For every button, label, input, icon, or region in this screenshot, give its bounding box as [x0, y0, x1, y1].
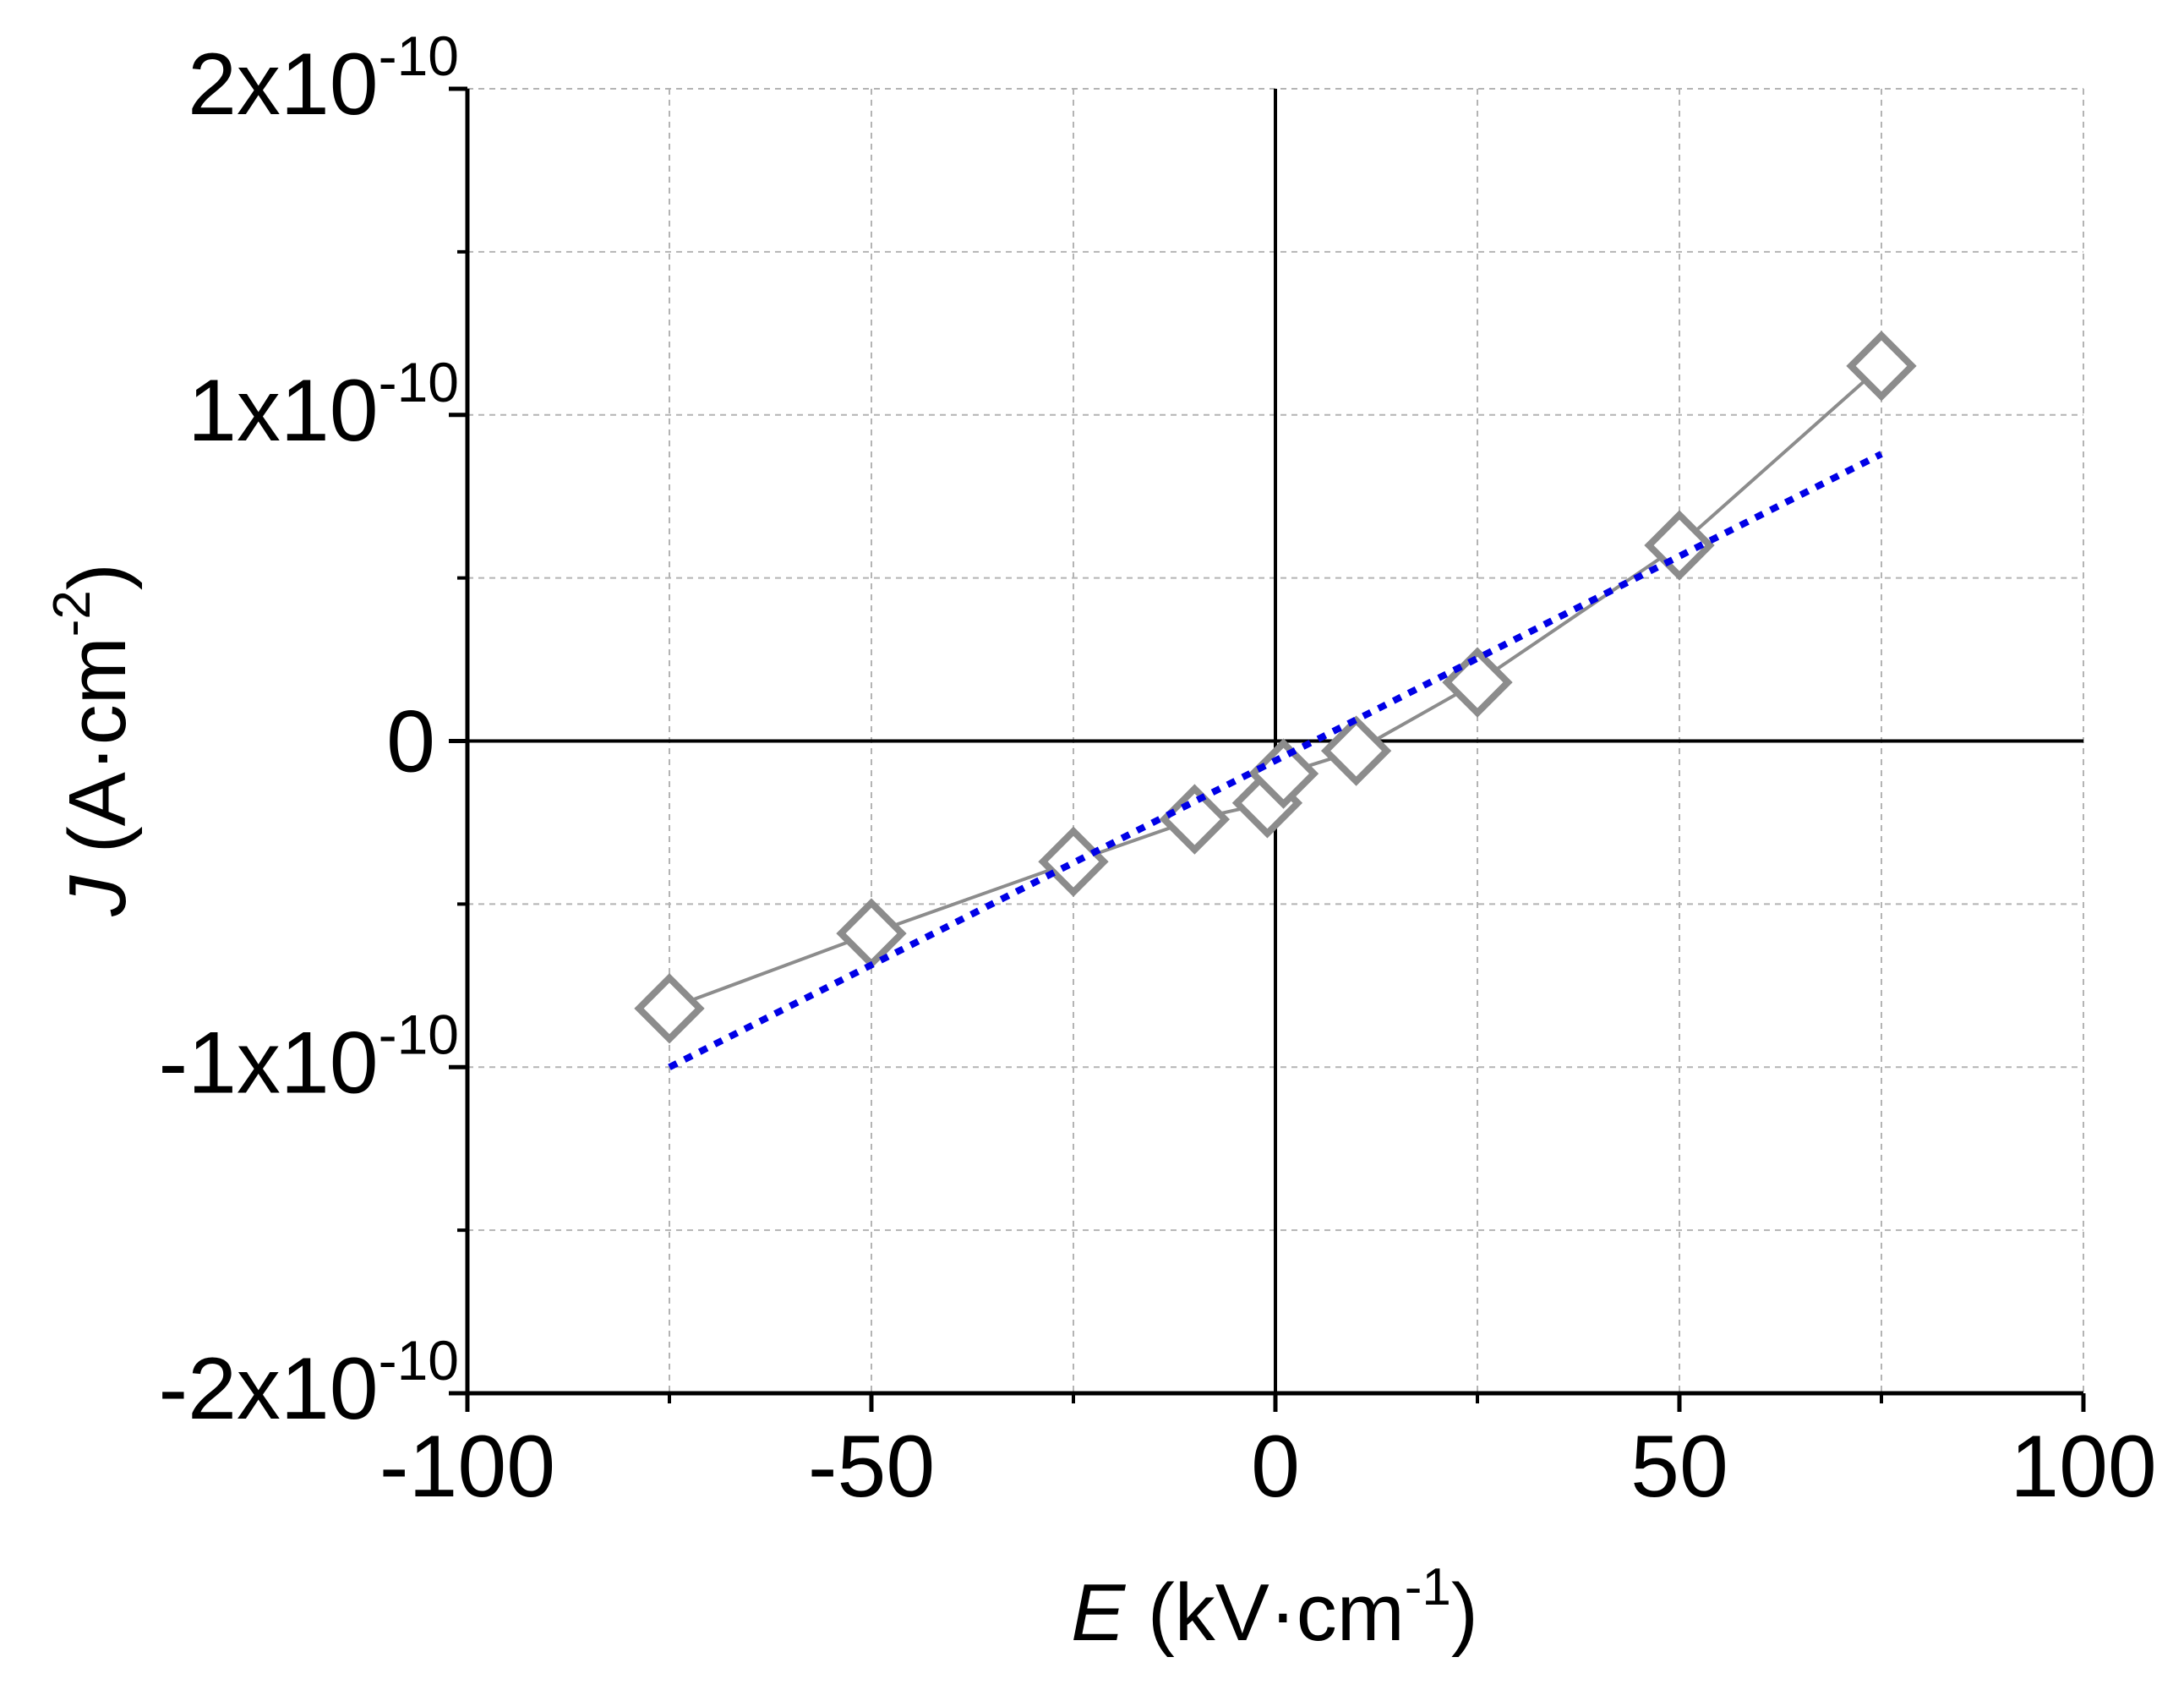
zero-lines [467, 89, 2083, 1393]
tick-labels: -100 -50 0 50 1002x10-101x10-100-1x10-10-2x1… [158, 25, 2156, 1516]
y-tick-exponent: -10 [379, 1003, 459, 1065]
y-axis-title: J (A·cm-2) [43, 563, 143, 917]
data-point [1159, 784, 1231, 855]
x-tick-label: 50 [1630, 1418, 1728, 1516]
fit-line [668, 451, 1883, 1070]
x-tick-label: 0 [1251, 1418, 1300, 1516]
axes [449, 86, 2086, 1412]
series-layer [634, 331, 1917, 1070]
y-tick-label: 2x10-10 [188, 25, 459, 134]
y-tick-label: 0 [386, 693, 435, 791]
x-tick-label: -100 [379, 1418, 555, 1516]
data-point [1038, 826, 1109, 897]
y-tick-label: -2x10-10 [158, 1329, 459, 1438]
x-tick-label: 100 [2010, 1418, 2157, 1516]
y-axis-unit: (A·cm [52, 637, 143, 876]
y-tick-exponent: -10 [379, 1329, 459, 1392]
y-tick-exponent: -10 [379, 25, 459, 87]
y-axis-unit-close: ) [52, 563, 143, 590]
y-axis-unit-exp: -2 [43, 590, 101, 637]
data-point [836, 898, 907, 969]
y-tick-exponent: -10 [379, 351, 459, 413]
y-tick-mantissa: 1x10 [188, 362, 379, 460]
y-tick-label: 1x10-10 [188, 351, 459, 460]
data-point [1320, 715, 1392, 786]
x-tick-label: -50 [808, 1418, 935, 1516]
y-axis-symbol: J [52, 875, 143, 917]
y-tick-mantissa: -1x10 [158, 1014, 378, 1112]
x-axis-symbol: E [1071, 1567, 1126, 1658]
data-point [1846, 331, 1917, 402]
x-axis-unit-exp: -1 [1405, 1558, 1451, 1616]
y-tick-mantissa: 2x10 [188, 36, 379, 134]
x-axis-unit-close: ) [1451, 1567, 1478, 1658]
x-axis-unit: (kV·cm [1125, 1567, 1405, 1658]
data-point [634, 973, 705, 1044]
y-tick-label: -1x10-10 [158, 1003, 459, 1112]
y-tick-mantissa: -2x10 [158, 1340, 378, 1438]
x-axis-title: E (kV·cm-1) [1071, 1558, 1478, 1658]
